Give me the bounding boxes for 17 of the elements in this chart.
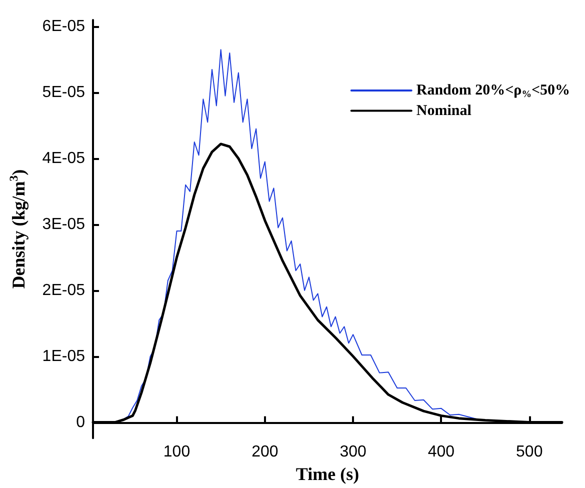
y-axis-title: Density (kg/m3): [8, 169, 28, 289]
y-tick-label: 3E-05: [42, 216, 86, 233]
x-tick-label: 400: [428, 444, 455, 461]
x-tick-label: 200: [252, 444, 278, 461]
y-tick-label: 0: [76, 414, 86, 431]
x-axis-title: Time (s): [296, 464, 360, 484]
y-tick-label: 4E-05: [42, 150, 86, 167]
x-tick-label: 300: [340, 444, 367, 461]
y-tick-label: 5E-05: [42, 84, 86, 102]
legend-label: Nominal: [416, 102, 472, 119]
line-series: [123, 49, 477, 420]
y-tick-label: 6E-05: [42, 18, 86, 36]
x-tick-label: 500: [516, 444, 543, 461]
legend-label: Random 20%<ρ%<50%: [416, 82, 570, 100]
x-tick-label: 100: [163, 444, 190, 461]
y-tick-label: 2E-05: [42, 282, 86, 299]
y-tick-label: 1E-05: [42, 348, 86, 365]
